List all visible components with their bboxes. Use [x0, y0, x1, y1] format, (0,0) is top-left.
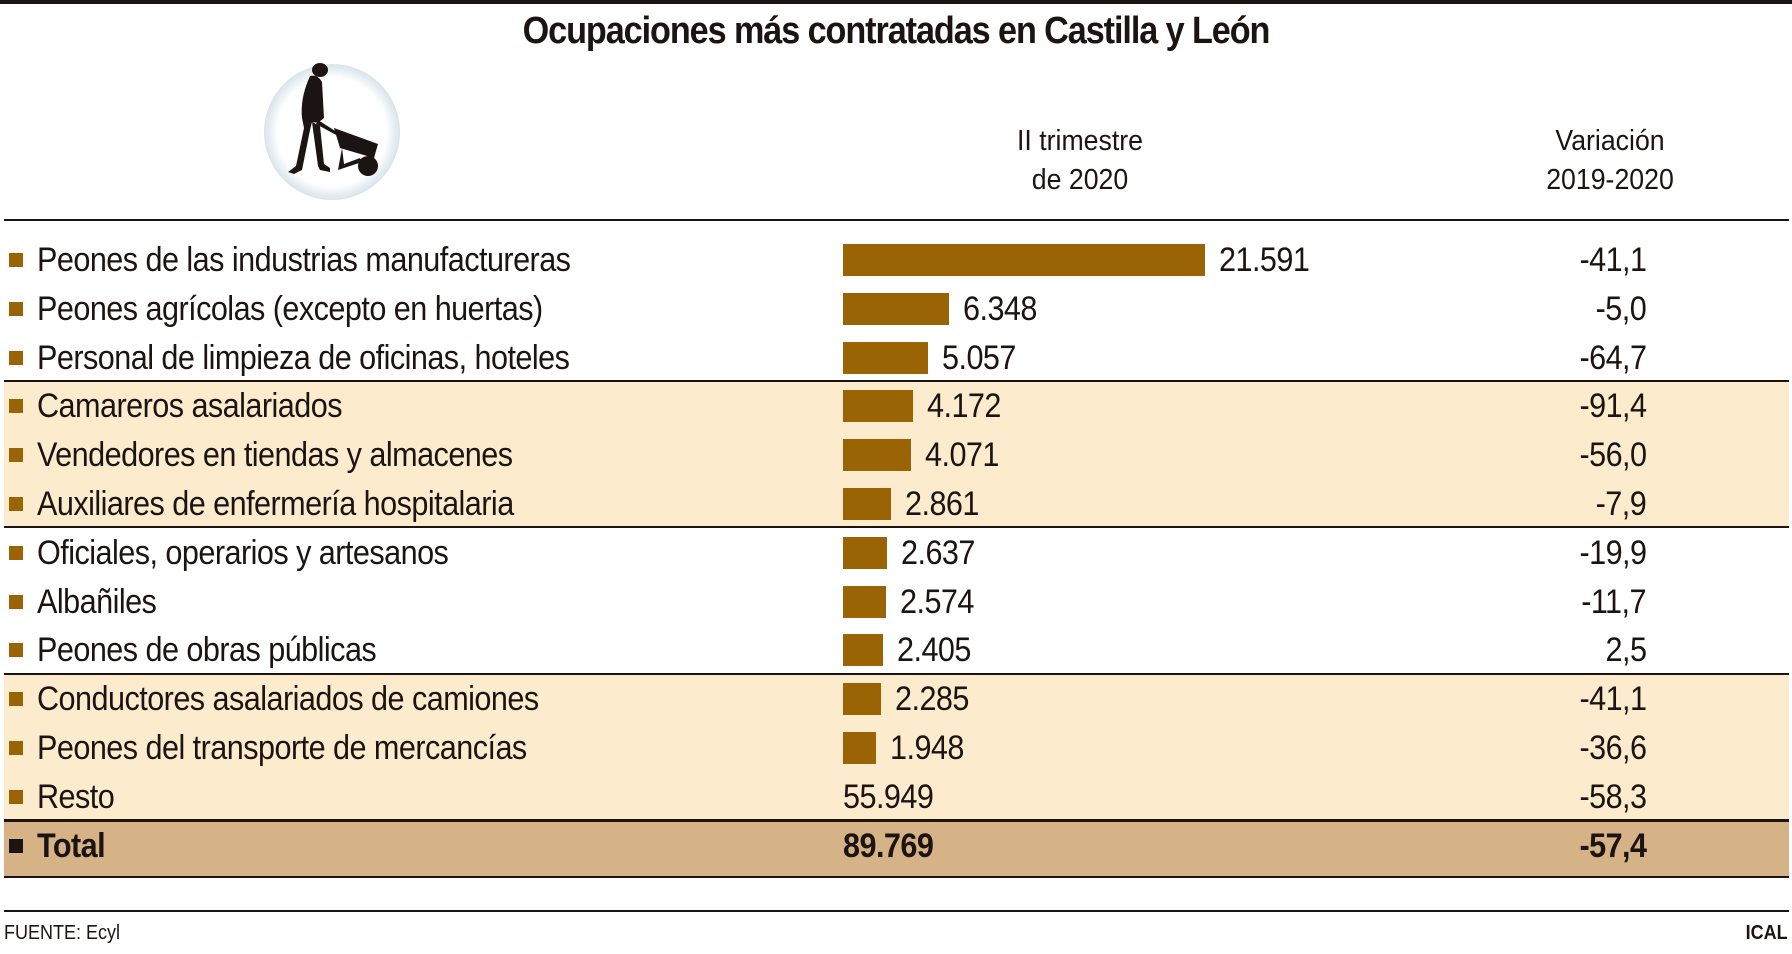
- row-label: Albañiles: [37, 582, 157, 621]
- row-label: Camareros asalariados: [37, 387, 343, 426]
- table-row: Vendedores en tiendas y almacenes 4.071 -5…: [0, 431, 1792, 479]
- bullet-icon: [9, 789, 23, 804]
- variation-value: -19,9: [1578, 533, 1647, 572]
- bar-value-label: 21.591: [1219, 241, 1310, 279]
- table-row: Conductores asalariados de camiones 2.285…: [0, 675, 1792, 723]
- variation-value: -58,3: [1578, 777, 1647, 816]
- total-top-rule: [4, 819, 1789, 822]
- source-note: FUENTE: Ecyl: [4, 922, 121, 944]
- bullet-icon: [9, 838, 23, 853]
- bar-value-label: 5.057: [941, 338, 1016, 377]
- bullet-icon: [9, 253, 23, 267]
- bar: [843, 634, 884, 667]
- top-rule: [0, 0, 1792, 4]
- variation-value: -56,0: [1578, 436, 1647, 475]
- variation-value: -57,4: [1578, 826, 1647, 865]
- table-row: Personal de limpieza de oficinas, hotele…: [0, 334, 1792, 382]
- worker-wheelbarrow-icon: [258, 58, 406, 206]
- table-row: Oficiales, operarios y artesanos 2.637 -19…: [0, 529, 1792, 577]
- bar: [843, 536, 888, 569]
- bar-value-label: 2.861: [904, 485, 979, 523]
- band-group-4: [4, 675, 1789, 820]
- row-label: Peones agrícolas (excepto en huertas): [37, 289, 543, 328]
- chart-title: Ocupaciones más contratadas en Castilla …: [522, 10, 1271, 52]
- table-row: Peones del transporte de mercancías 1.948…: [0, 724, 1792, 772]
- bullet-icon: [9, 545, 23, 560]
- variation-value: -41,1: [1578, 680, 1647, 719]
- bar-value-label: 4.172: [926, 387, 1001, 426]
- bullet-icon: [9, 448, 23, 463]
- bar: [843, 585, 887, 618]
- group-divider: [4, 380, 1789, 382]
- bullet-icon: [9, 741, 23, 755]
- bar: [843, 341, 928, 374]
- bar: [843, 390, 913, 423]
- agency-credit: ICAL: [1745, 922, 1788, 944]
- bar-value-label: 6.348: [963, 289, 1038, 328]
- column-header-value-line2: de 2020: [1031, 164, 1129, 196]
- column-header-variation: Variación 2019-2020: [1495, 122, 1725, 200]
- table-row: Resto 55.949 -58,3: [0, 773, 1792, 821]
- table-row: Peones de las industrias manufactureras 2…: [0, 236, 1792, 284]
- column-header-variation-line2: 2019-2020: [1546, 164, 1674, 196]
- variation-value: -91,4: [1578, 387, 1647, 426]
- variation-value: -64,7: [1578, 338, 1647, 377]
- row-label: Peones de las industrias manufactureras: [37, 241, 571, 279]
- row-value: 55.949: [843, 777, 934, 816]
- table-row: Peones agrícolas (excepto en huertas) 6.3…: [0, 285, 1792, 333]
- variation-value: -7,9: [1595, 485, 1646, 523]
- row-value: 89.769: [843, 826, 934, 865]
- table-row: Camareros asalariados 4.172 -91,4: [0, 382, 1792, 430]
- table-row: Auxiliares de enfermería hospitalaria 2.8…: [0, 480, 1792, 528]
- variation-value: -41,1: [1578, 241, 1647, 279]
- bar-value-label: 2.637: [901, 533, 976, 572]
- variation-value: -36,6: [1578, 729, 1647, 767]
- bullet-icon: [9, 350, 23, 365]
- column-header-value: II trimestre de 2020: [965, 122, 1195, 200]
- row-label: Auxiliares de enfermería hospitalaria: [37, 485, 514, 523]
- row-label: Vendedores en tiendas y almacenes: [37, 436, 513, 475]
- bar: [843, 292, 950, 325]
- bar-value-label: 1.948: [889, 729, 964, 767]
- bar: [843, 439, 912, 472]
- bullet-icon: [9, 301, 23, 316]
- total-bottom-rule: [4, 876, 1789, 878]
- bar: [843, 488, 891, 520]
- group-divider: [4, 526, 1789, 528]
- bullet-icon: [9, 497, 23, 511]
- group-divider: [4, 673, 1789, 675]
- bar: [843, 683, 882, 716]
- bullet-icon: [9, 399, 23, 414]
- total-band: [4, 822, 1789, 876]
- header-divider: [4, 219, 1789, 221]
- row-label: Resto: [37, 777, 115, 816]
- bar-value-label: 2.285: [895, 680, 970, 719]
- column-header-value-line1: II trimestre: [1016, 125, 1144, 157]
- total-row: Total 89.769 -57,4: [0, 822, 1792, 870]
- table-row: Peones de obras públicas 2.405 2,5: [0, 626, 1792, 674]
- bar-value-label: 2.405: [897, 631, 972, 670]
- bar: [843, 732, 876, 764]
- row-label: Personal de limpieza de oficinas, hotele…: [37, 338, 570, 377]
- footer-rule: [4, 910, 1789, 912]
- bullet-icon: [9, 643, 23, 658]
- row-label: Oficiales, operarios y artesanos: [37, 533, 449, 572]
- row-label: Peones del transporte de mercancías: [37, 729, 527, 767]
- table-row: Albañiles 2.574 -11,7: [0, 578, 1792, 626]
- bar: [843, 244, 1205, 276]
- variation-value: -11,7: [1581, 582, 1646, 621]
- bar-value-label: 4.071: [925, 436, 1000, 475]
- bullet-icon: [9, 594, 23, 609]
- bullet-icon: [9, 692, 23, 707]
- row-label: Total: [37, 826, 106, 865]
- variation-value: -5,0: [1595, 289, 1646, 328]
- bar-value-label: 2.574: [900, 582, 975, 621]
- row-label: Conductores asalariados de camiones: [37, 680, 539, 719]
- variation-value: 2,5: [1605, 631, 1646, 670]
- column-header-variation-line1: Variación: [1555, 125, 1665, 157]
- row-label: Peones de obras públicas: [37, 631, 377, 670]
